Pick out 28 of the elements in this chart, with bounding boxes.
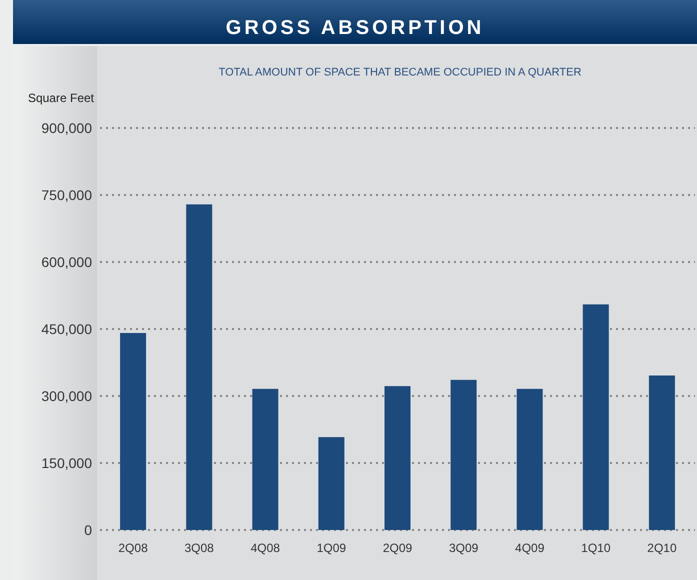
chart-title: GROSS ABSORPTION (13, 0, 697, 44)
chart-subtitle: TOTAL AMOUNT OF SPACE THAT BECAME OCCUPIED IN A QUARTER (218, 66, 582, 78)
x-tick-label: 1Q09 (316, 541, 346, 555)
bar (252, 388, 278, 530)
bar (582, 304, 609, 530)
x-tick-label: 3Q08 (184, 541, 214, 555)
y-axis-title: Square Feet (28, 91, 95, 105)
x-tick-label: 1Q10 (581, 541, 611, 555)
y-tick-label: 150,000 (41, 455, 92, 471)
y-tick-label: 750,000 (41, 187, 92, 203)
bar (318, 437, 344, 530)
y-tick-label: 0 (84, 522, 92, 538)
x-tick-label: 2Q08 (118, 541, 148, 555)
bar (648, 375, 675, 530)
bar (384, 386, 410, 530)
x-tick-label: 4Q09 (515, 541, 545, 555)
x-tick-label: 4Q08 (250, 541, 280, 555)
x-tick-label: 2Q10 (647, 541, 677, 555)
x-tick-label: 2Q09 (382, 541, 412, 555)
bar (516, 388, 543, 530)
y-tick-label: 600,000 (41, 254, 92, 270)
y-tick-label: 300,000 (41, 388, 92, 404)
bar (120, 333, 146, 530)
y-tick-label: 450,000 (41, 321, 92, 337)
bar (186, 204, 212, 530)
y-tick-label: 900,000 (41, 120, 92, 136)
x-tick-label: 3Q09 (448, 541, 479, 555)
bar (450, 380, 477, 530)
